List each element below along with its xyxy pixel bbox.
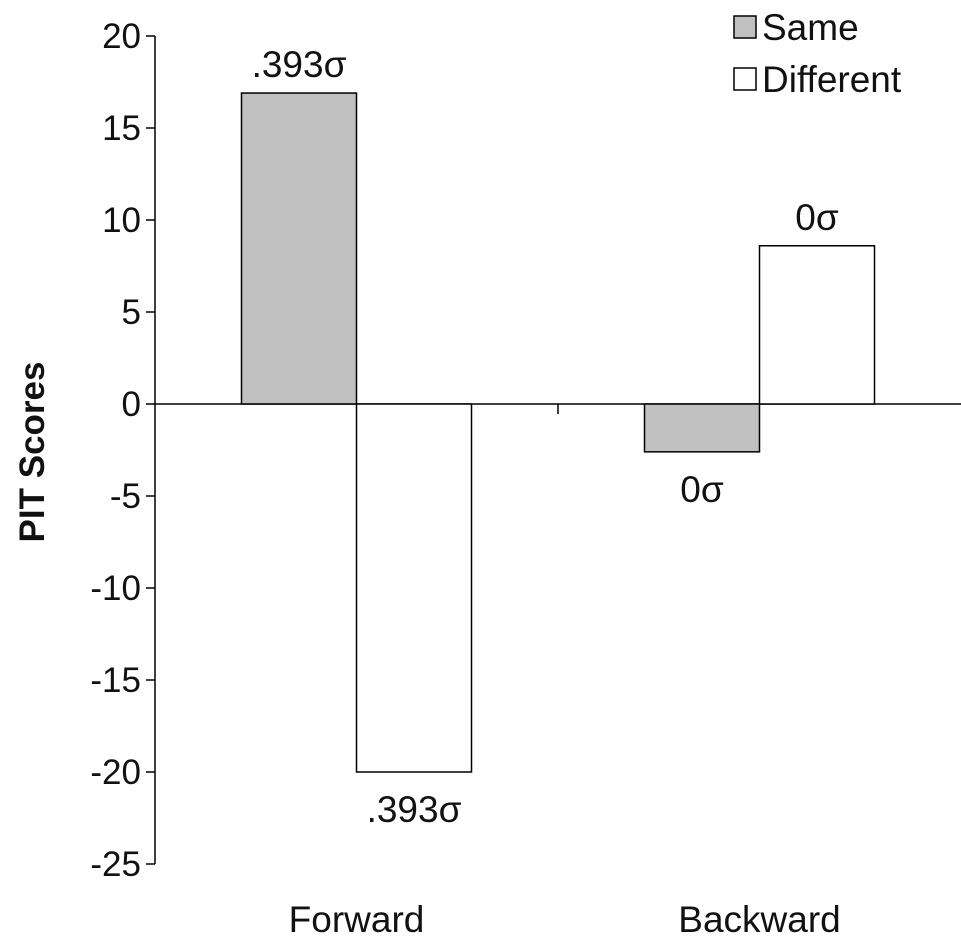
category-label: Backward (678, 899, 840, 940)
data-labels: .393σ .393σ 0σ 0σ (252, 44, 839, 830)
y-tick-label: 15 (102, 109, 141, 148)
data-label: 0σ (795, 197, 839, 238)
legend-swatch-different (733, 67, 757, 91)
legend-label-different: Different (762, 59, 902, 100)
y-tick-label: 5 (122, 293, 141, 332)
bar-same-forward (240, 92, 358, 405)
y-tick-label: -10 (90, 569, 141, 608)
category-label: Forward (289, 899, 425, 940)
data-label: .393σ (367, 789, 462, 830)
data-label: .393σ (252, 44, 347, 85)
legend-label-same: Same (762, 7, 859, 48)
category-labels: Forward Backward (289, 899, 841, 940)
bar-same-backward (643, 403, 761, 453)
y-tick-label: -25 (90, 845, 141, 884)
y-axis-title: PIT Scores (13, 362, 52, 543)
legend: Same Different (733, 7, 902, 100)
bar-different-forward (355, 403, 473, 773)
y-tick-label: -15 (90, 661, 141, 700)
bar-different-backward (758, 245, 876, 405)
y-tick-label: 20 (102, 17, 141, 56)
y-tick-label: -5 (110, 477, 141, 516)
legend-swatch-same (733, 15, 757, 39)
data-label: 0σ (680, 469, 724, 510)
x-axis-zero-line (155, 403, 961, 414)
y-tick-label: -20 (90, 753, 141, 792)
y-tick-label: 0 (122, 385, 141, 424)
y-axis: 20 15 10 5 0 -5 -10 -15 -20 -25 (90, 17, 156, 884)
bars (240, 92, 876, 773)
y-tick-label: 10 (102, 201, 141, 240)
